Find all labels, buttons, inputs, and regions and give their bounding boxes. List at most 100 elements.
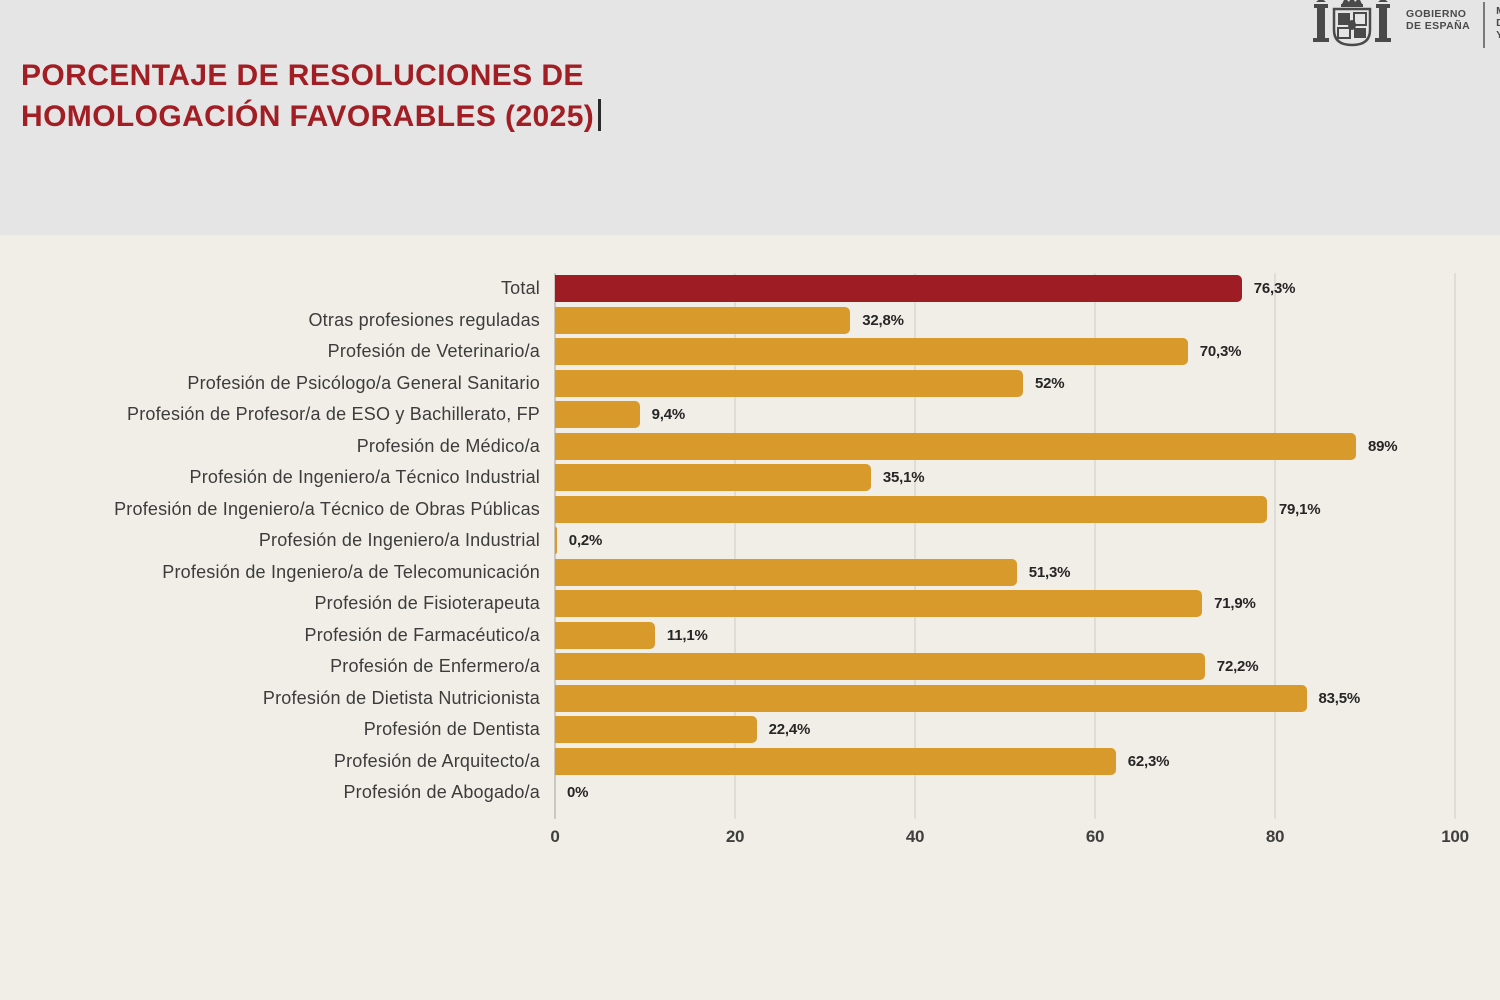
gridline — [734, 273, 736, 819]
bar-track: 0% — [555, 779, 588, 806]
ministry-text-line1: MINIS — [1496, 5, 1500, 17]
value-label: 32,8% — [862, 311, 904, 329]
bar — [555, 558, 1017, 586]
category-label: Profesión de Ingeniero/a Técnico de Obra… — [114, 498, 540, 519]
x-tick-label: 40 — [905, 827, 925, 846]
category-label: Profesión de Ingeniero/a de Telecomunica… — [162, 561, 540, 582]
bar-track: 62,3% — [555, 747, 1170, 775]
page-title-line2: HOMOLOGACIÓN FAVORABLES (2025) — [21, 100, 595, 133]
value-label: 0,2% — [568, 532, 603, 550]
bar — [555, 653, 1205, 681]
value-label: 71,9% — [1214, 595, 1256, 613]
chart-row: Otras profesiones reguladas 32,8% — [0, 305, 1500, 337]
text-cursor — [598, 99, 602, 131]
category-label: Profesión de Fisioterapeuta — [314, 593, 540, 614]
bar — [555, 495, 1267, 523]
gridline — [1454, 273, 1456, 819]
category-label: Profesión de Veterinario/a — [327, 341, 540, 362]
bar — [555, 590, 1203, 618]
category-label: Profesión de Enfermero/a — [330, 656, 540, 677]
chart-row: Profesión de Enfermero/a 72,2% — [0, 651, 1500, 683]
bar-chart: Total 76,3% Otras profesiones reguladas 32,… — [0, 273, 1500, 846]
chart-row: Profesión de Psicólogo/a General Sanitar… — [0, 368, 1500, 400]
bar-track: 9,4% — [555, 401, 686, 429]
bar-track: 11,1% — [555, 621, 708, 649]
value-label: 76,3% — [1253, 280, 1296, 298]
chart-row: Profesión de Ingeniero/a Técnico de Obra… — [0, 494, 1500, 526]
ministry-text-line3: Y UN — [1496, 29, 1500, 41]
chart-row: Profesión de Dietista Nutricionista 83,5% — [0, 683, 1500, 715]
chart-row: Profesión de Arquitecto/a 62,3% — [0, 746, 1500, 778]
gobierno-text-line1: GOBIERNO — [1406, 8, 1467, 20]
logo-divider — [1483, 2, 1486, 48]
value-label: 9,4% — [651, 406, 686, 424]
x-axis: 0 20 40 60 80 100 — [550, 821, 1469, 851]
value-label: 89% — [1368, 437, 1398, 455]
category-label: Profesión de Ingeniero/a Técnico Industr… — [189, 467, 540, 488]
gridline — [914, 273, 916, 819]
bar — [555, 432, 1356, 460]
bar-track: 76,3% — [555, 275, 1296, 303]
category-label: Profesión de Médico/a — [356, 435, 540, 456]
category-label: Profesión de Dentista — [363, 719, 540, 740]
chart-row: Profesión de Ingeniero/a Industrial 0,2% — [0, 525, 1500, 557]
category-label: Total — [500, 278, 540, 299]
chart-row: Profesión de Abogado/a 0% — [0, 777, 1500, 809]
category-label: Otras profesiones reguladas — [308, 309, 540, 330]
header-band: PORCENTAJE DE RESOLUCIONES DE HOMOLOGACIÓ… — [0, 0, 1500, 235]
category-label: Profesión de Farmacéutico/a — [304, 624, 540, 645]
bar-track: 83,5% — [555, 684, 1361, 712]
gobierno-logo: GOBIERNO DE ESPAÑA MINIS DE CI Y UN — [1308, 0, 1500, 48]
category-label: Profesión de Dietista Nutricionista — [262, 687, 540, 708]
chart-row: Profesión de Veterinario/a 70,3% — [0, 336, 1500, 368]
value-label: 72,2% — [1216, 658, 1259, 676]
value-label: 51,3% — [1028, 563, 1071, 581]
chart-rows: Total 76,3% Otras profesiones reguladas 32,… — [0, 273, 1500, 809]
bar — [555, 369, 1023, 397]
bar-track: 0,2% — [555, 527, 603, 555]
chart-row: Profesión de Ingeniero/a Técnico Industr… — [0, 462, 1500, 494]
chart-row: Profesión de Ingeniero/a de Telecomunica… — [0, 557, 1500, 589]
bar-track: 51,3% — [555, 558, 1071, 586]
x-tick-label: 100 — [1441, 827, 1469, 846]
bar — [555, 621, 655, 649]
bar-track: 32,8% — [555, 306, 904, 334]
value-label: 0% — [567, 784, 589, 802]
value-label: 22,4% — [768, 721, 811, 739]
bar-track: 71,9% — [555, 590, 1256, 618]
chart-row: Total 76,3% — [0, 273, 1500, 305]
bar-track: 89% — [555, 432, 1398, 460]
bar-track: 70,3% — [555, 338, 1241, 366]
bar — [555, 747, 1116, 775]
value-label: 79,1% — [1278, 500, 1321, 518]
x-tick-label: 60 — [1085, 827, 1105, 846]
x-tick-label: 0 — [550, 827, 560, 846]
category-label: Profesión de Profesor/a de ESO y Bachill… — [127, 404, 540, 425]
value-label: 83,5% — [1318, 689, 1361, 707]
bar — [555, 338, 1188, 366]
category-label: Profesión de Ingeniero/a Industrial — [258, 530, 540, 551]
spain-coat-of-arms-icon — [1313, 0, 1391, 47]
bar — [555, 464, 871, 492]
value-label: 52% — [1035, 374, 1065, 392]
gobierno-text: GOBIERNO DE ESPAÑA — [1406, 8, 1470, 32]
value-label: 62,3% — [1127, 752, 1170, 770]
chart-row: Profesión de Farmacéutico/a 11,1% — [0, 620, 1500, 652]
bar-track: 79,1% — [555, 495, 1321, 523]
ministry-text-line2: DE CI — [1496, 17, 1500, 29]
page-title-line1: PORCENTAJE DE RESOLUCIONES DE — [21, 59, 584, 92]
chart-row: Profesión de Dentista 22,4% — [0, 714, 1500, 746]
value-label: 35,1% — [882, 469, 925, 487]
gobierno-text-line2: DE ESPAÑA — [1406, 20, 1471, 32]
category-label: Profesión de Psicólogo/a General Sanitar… — [187, 372, 540, 393]
chart-row: Profesión de Fisioterapeuta 71,9% — [0, 588, 1500, 620]
bar-track: 52% — [555, 369, 1065, 397]
bar-track: 72,2% — [555, 653, 1259, 681]
gridline — [1274, 273, 1276, 819]
x-tick-label: 20 — [725, 827, 745, 846]
bar-track: 22,4% — [555, 716, 811, 744]
chart-row: Profesión de Profesor/a de ESO y Bachill… — [0, 399, 1500, 431]
page-title: PORCENTAJE DE RESOLUCIONES DE HOMOLOGACIÓ… — [21, 55, 602, 137]
bar — [555, 527, 557, 555]
